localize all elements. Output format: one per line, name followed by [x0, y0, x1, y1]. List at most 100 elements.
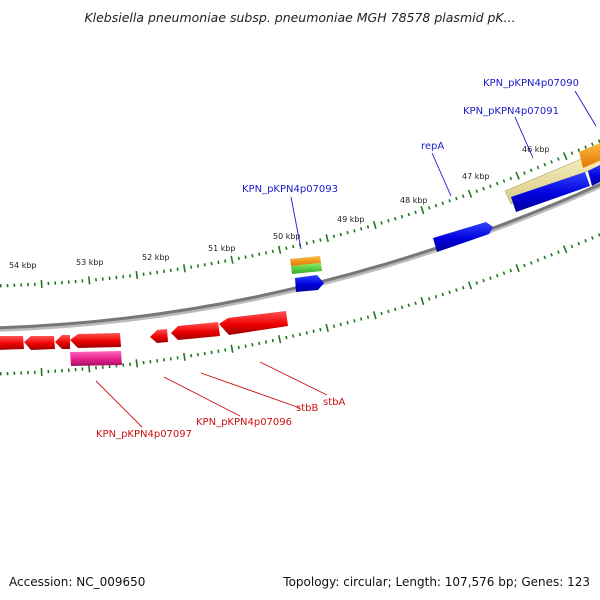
inner-scale-tick [387, 309, 390, 314]
label-repa[interactable]: repA [421, 141, 444, 152]
gene-kpn-pkpn4p07091-arrow[interactable] [511, 172, 590, 212]
inner-scale-tick [414, 301, 417, 305]
outer-scale-tick [387, 219, 390, 223]
outer-scale-tick [312, 239, 315, 244]
inner-scale-tick [407, 303, 411, 308]
outer-scale-tick [346, 230, 349, 235]
outer-scale-tick [461, 194, 465, 198]
outer-scale-tick [536, 165, 540, 170]
inner-scale-tick [562, 245, 568, 254]
outer-scale-tick [264, 251, 268, 255]
outer-scale-tick [570, 151, 574, 155]
gene-kpn-pkpn4p07090-arrow[interactable] [588, 163, 600, 186]
outer-scale-tick [584, 145, 587, 149]
inner-scale-tick [230, 344, 234, 353]
outer-scale-tick [203, 263, 206, 267]
label-kpn-pkpn4p07090[interactable]: KPN_pKPN4p07090 [483, 78, 579, 89]
inner-scale-tick [489, 276, 492, 280]
gene-kpn-pkpn4p07090-feature[interactable] [504, 151, 600, 205]
inner-scale-tick [325, 323, 329, 333]
inner-scale-tick [244, 344, 247, 348]
outer-scale-tick [285, 246, 288, 250]
outer-scale-tick [325, 234, 329, 243]
outer-scale-tick [360, 227, 363, 231]
inner-scale-tick [271, 338, 274, 343]
outer-scale-tick [217, 260, 220, 265]
outer-scale-tick [237, 256, 240, 261]
outer-scale-tick [230, 255, 234, 264]
label-stbb[interactable]: stbB [296, 403, 318, 414]
topology-summary-text: Topology: circular; Length: 107,576 bp; … [283, 575, 590, 589]
label-kpn-pkpn4p07091[interactable]: KPN_pKPN4p07091 [463, 106, 559, 117]
kbp-tick-label: 51 kbp [208, 244, 236, 253]
outer-scale-tick [420, 206, 425, 215]
inner-scale-tick [203, 351, 206, 356]
inner-scale-tick [264, 340, 268, 344]
outer-scale-tick [210, 261, 213, 266]
gene-kpn-pkpn4p07097-arrow[interactable] [70, 333, 121, 348]
outer-scale-tick [319, 238, 322, 242]
outer-scale-tick [467, 189, 473, 198]
kbp-tick-label: 53 kbp [76, 258, 104, 267]
outer-scale-tick [427, 206, 431, 210]
gene-repa-arrow[interactable] [433, 222, 493, 252]
inner-scale-tick [461, 285, 465, 290]
inner-scale-tick [183, 352, 186, 361]
inner-scale-tick [550, 253, 553, 257]
outer-scale-tick [543, 162, 547, 167]
outer-scale-tick [489, 184, 492, 188]
label-stba[interactable]: stbA [323, 397, 345, 408]
outer-scale-tick [441, 201, 445, 206]
outer-scale-tick [332, 234, 336, 239]
inner-scale-tick [312, 329, 315, 333]
inner-scale-tick [427, 297, 431, 301]
outer-scale-tick [502, 179, 506, 183]
gene-kpn-pkpn4p07093-green-feature[interactable] [291, 263, 322, 274]
label-kpn-pkpn4p07097[interactable]: KPN_pKPN4p07097 [96, 429, 192, 440]
inner-scale-tick [467, 281, 473, 290]
inner-scale-tick [543, 255, 547, 260]
outer-scale-tick [414, 210, 417, 215]
gene-kpn-pkpn4p07097-pink-feature[interactable] [70, 351, 122, 366]
outer-scale-tick [495, 181, 499, 186]
gene-stbb-arrow[interactable] [171, 322, 220, 340]
gene-reverse-arrow-a[interactable] [55, 335, 70, 349]
gene-stba-arrow[interactable] [219, 311, 288, 335]
inner-scale-tick [455, 288, 458, 292]
outer-scale-tick [135, 270, 139, 280]
inner-scale-tick [529, 261, 533, 265]
inner-scale-tick [584, 239, 587, 243]
gene-reverse-arrow-b[interactable] [24, 336, 55, 350]
inner-scale-tick [332, 324, 336, 328]
outer-scale-tick [277, 245, 282, 254]
inner-scale-tick [285, 335, 288, 340]
inner-scale-tick [495, 273, 499, 278]
inner-scale-tick [434, 294, 438, 299]
gene-kpn-pkpn4p07093-orange-feature[interactable] [290, 256, 321, 266]
outer-scale-tick [244, 255, 247, 259]
inner-scale-tick [591, 236, 594, 240]
gene-kpn-pkpn4p07090-orange-feature[interactable] [579, 142, 600, 168]
inner-scale-tick [217, 349, 220, 353]
outer-scale-tick [529, 168, 533, 173]
inner-scale-tick [346, 320, 349, 325]
label-kpn-pkpn4p07096[interactable]: KPN_pKPN4p07096 [196, 417, 292, 428]
gene-kpn-pkpn4p07093-arrow[interactable] [295, 275, 324, 292]
kbp-tick-label: 54 kbp [9, 261, 37, 270]
inner-scale-tick [196, 352, 200, 357]
label-kpn-pkpn4p07093[interactable]: KPN_pKPN4p07093 [242, 184, 338, 195]
outer-scale-tick [393, 217, 397, 221]
outer-scale-tick [366, 225, 370, 229]
outer-scale-tick [475, 189, 479, 193]
gene-kpn-pkpn4p07096-arrow[interactable] [150, 329, 168, 343]
inner-scale-tick [557, 250, 560, 254]
inner-scale-tick [305, 331, 308, 335]
outer-scale-tick [515, 171, 520, 180]
outer-scale-tick [523, 171, 526, 175]
outer-scale-tick [305, 241, 308, 246]
gene-reverse-arrow-c[interactable] [0, 336, 24, 350]
inner-scale-tick [380, 311, 383, 316]
inner-scale-tick [277, 335, 282, 344]
